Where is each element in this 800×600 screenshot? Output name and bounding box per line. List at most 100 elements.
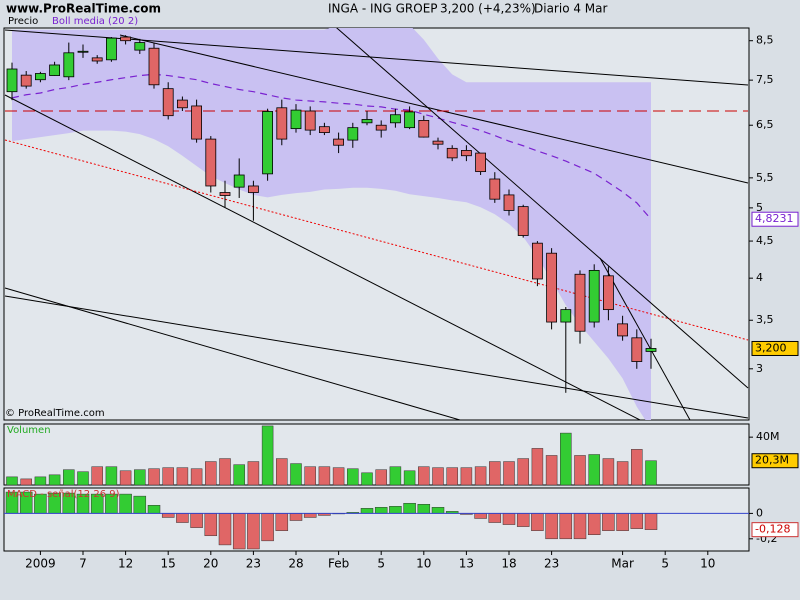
volume-bar [233,464,245,486]
volume-bar [91,466,103,486]
volume-bar [290,463,302,486]
trendline [599,257,691,420]
y-tick-label: 6,5 [756,118,774,131]
volume-bar [63,469,75,486]
candle-body [375,124,387,131]
candle-body [49,64,60,76]
volume-bar [361,472,373,486]
macd-bar [360,508,374,514]
legend-bollinger: Boll media (20 2) [52,16,138,27]
candle-body [219,192,231,196]
volume-bar [6,476,18,486]
candle-body [162,88,174,117]
candle-body [304,110,316,131]
volume-bar [531,448,544,486]
macd-bar [474,513,487,519]
value-label: -0,128 [755,523,790,536]
candle-body [205,138,217,187]
macd-bar [630,513,644,529]
trendline [4,139,749,341]
x-tick-label: 15 [161,557,176,571]
macd-bar [261,513,274,542]
candle-body [603,275,614,311]
candle-body [120,36,131,42]
candle-body [446,147,458,159]
volume-bar [418,466,430,486]
trendline [119,34,749,184]
volume-bar [574,455,586,486]
candle-body [418,120,430,138]
volume-bar [375,469,387,486]
volume-bar [432,467,444,486]
macd-bar [374,507,388,514]
x-tick-label: 20 [203,557,218,571]
x-tick-label: 13 [459,557,474,571]
macd-bar [403,502,416,514]
value-label-box [751,340,799,356]
macd-bar [147,505,161,514]
volume-bar [148,468,160,486]
volume-bar [616,461,629,486]
macd-bar [431,507,445,514]
volume-bar [318,466,331,486]
candle-body [233,174,245,188]
volume-bar [261,425,274,486]
volume-bar [304,466,316,486]
candle-body [432,140,444,145]
x-tick-label: Feb [328,557,349,571]
candle-body [546,252,557,323]
macd-bar [644,513,658,530]
macd-bar [545,513,558,540]
candle-body [91,57,103,62]
macd-bar [573,513,587,540]
x-tick-label: 7 [79,557,87,571]
volume-bar [631,449,643,486]
volume-bar [105,466,118,486]
volume-bar [219,458,231,486]
candle-body [148,47,160,86]
macd-bar [602,513,615,531]
macd-bar [133,495,147,514]
volume-bar [602,458,615,486]
period: Diario 4 Mar [534,2,608,16]
value-label: 20,3M [755,454,789,467]
macd-bar [516,513,530,527]
macd-bar [176,513,189,523]
volume-bar [119,470,132,486]
quote: 3,200 (+4,23%) [440,2,536,16]
candle-body [347,127,359,141]
volume-bar [247,461,260,486]
y-tick-label: 0 [756,506,763,519]
volume-bar [645,460,657,486]
candle-body [475,152,487,173]
candle-body [333,138,345,146]
y-tick-label: 5 [756,201,763,214]
volume-bar [77,471,89,486]
instrument: INGA - ING GROEP [328,2,438,16]
candle-body [318,126,330,133]
x-tick-label: 10 [416,557,431,571]
y-tick-label: 8,5 [756,34,774,47]
volume-bar [134,469,146,486]
candle-body [361,119,373,124]
candle-body [35,73,46,81]
macd-bar [303,513,317,518]
macd-bar [587,513,601,535]
x-tick-label: 5 [661,557,669,571]
x-tick-label: 18 [501,557,516,571]
y-tick-label: 5,5 [756,171,774,184]
candle-body [20,74,32,87]
trendline [4,287,461,420]
candle-body [176,99,188,109]
volume-bar [389,466,402,486]
x-tick-label: 28 [288,557,303,571]
candle-body [106,37,117,61]
value-label: 3,200 [755,341,787,354]
volume-bar [446,467,458,486]
value-label-box [751,453,799,469]
trendline [336,28,749,389]
y-tick-label: 40M [756,430,780,443]
candle-body [290,109,302,130]
